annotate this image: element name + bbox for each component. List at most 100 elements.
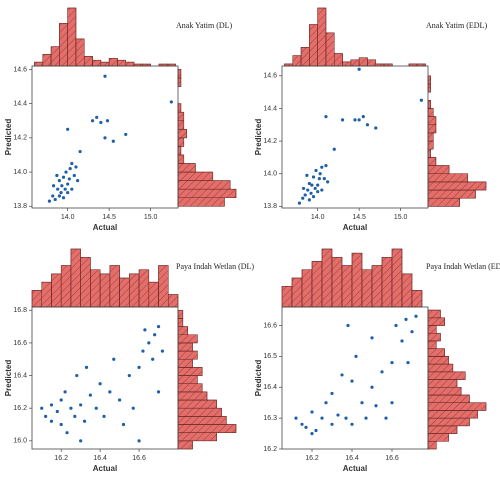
y-hist-hatch [427,394,470,403]
point [137,365,141,369]
y-hist-hatch [177,383,203,393]
point [147,341,151,345]
y-tick-label: 13.8 [13,203,27,210]
point [324,401,328,405]
chart-title: Paya Indah Wetlan (EDL) [426,262,500,271]
y-hist-hatch [427,402,487,411]
x-tick-label: 15.0 [144,214,158,221]
x-hist-hatch [341,265,353,308]
y-hist-hatch [177,146,182,156]
point [340,118,345,122]
chart-title: Anak Yatim (DL) [176,21,233,30]
y-tick-label: 14.2 [13,135,27,142]
y-hist-hatch [427,157,437,166]
x-hist-hatch [291,277,303,308]
y-hist-hatch [427,332,441,342]
point [95,115,99,119]
point [84,365,89,369]
point [370,336,374,340]
x-hist-hatch [70,248,81,308]
x-tick-label: 14.0 [311,214,325,221]
point [108,390,112,394]
x-hist-hatch [401,273,413,308]
point [103,136,107,140]
y-hist-hatch [177,416,227,425]
x-hist-hatch [125,61,135,67]
point [137,439,141,443]
point [66,191,70,195]
point [303,193,307,197]
x-hist-hatch [351,252,363,308]
point [156,390,161,394]
y-tick-label: 16.3 [263,415,277,422]
point [73,414,77,418]
x-hist-hatch [281,286,293,308]
point [370,385,374,389]
y-hist-hatch [427,433,449,442]
point [64,170,68,174]
point [112,357,116,361]
y-axis-label: Predicted [4,119,13,156]
point [400,339,404,343]
point [320,165,324,169]
x-hist-hatch [92,59,102,67]
y-hist-hatch [177,350,198,360]
x-axis-label: Actual [343,223,367,232]
point [53,197,57,202]
point [390,401,394,405]
point [301,186,306,191]
y-hist-hatch [427,189,476,199]
point [61,196,66,200]
y-tick-label: 16.5 [263,353,277,360]
y-hist-hatch [177,310,184,319]
point [340,373,344,377]
point [75,373,79,378]
y-hist-hatch [427,309,441,319]
y-hist-hatch [177,197,225,207]
point [419,98,423,102]
point [160,349,165,353]
y-tick-label: 16.4 [13,372,27,379]
point [68,167,72,171]
y-axis-label: Predicted [254,119,263,156]
x-hist-hatch [50,46,60,67]
y-axis-label: Predicted [254,360,263,397]
point [350,379,354,383]
point [316,183,320,187]
point [361,114,365,119]
point [311,175,316,179]
point [313,186,317,191]
x-hist-hatch [334,53,343,67]
y-tick-label: 16.0 [13,438,27,445]
x-hist-hatch [100,61,110,67]
point [59,422,63,427]
y-hist-hatch [177,326,188,335]
point [59,398,63,402]
y-hist-hatch [177,342,193,352]
point [330,422,334,426]
y-hist-hatch [427,425,458,434]
point [324,114,328,119]
x-hist-hatch [331,257,343,308]
x-hist-hatch [108,58,118,67]
point [105,119,110,123]
point [88,393,92,397]
y-hist-hatch [177,120,185,130]
x-hist-hatch [129,273,140,308]
x-hist-hatch [168,294,179,308]
point [304,425,308,429]
point [406,360,410,365]
y-hist-hatch [177,399,217,409]
point [336,413,340,417]
x-tick-label: 14.0 [61,214,75,221]
point [111,139,115,143]
point [311,194,316,199]
joint-plot: 14.0 14.5 15.0 13.8 14.0 14.2 14.4 14.6 Actual Pr… [254,7,487,232]
x-hist-hatch [80,257,91,308]
x-hist-hatch [31,290,42,308]
y-tick-label: 16.4 [263,384,277,391]
y-hist-hatch [427,356,449,365]
y-hist-hatch [427,173,468,183]
point [404,317,408,321]
